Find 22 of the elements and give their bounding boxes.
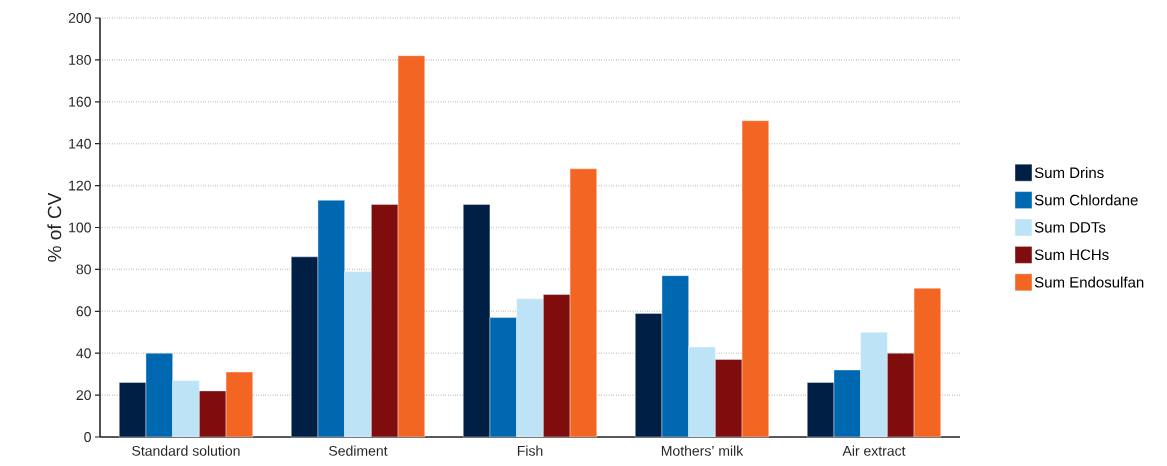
y-tick-label: 0 <box>84 432 91 442</box>
y-tick-label: 180 <box>69 54 91 65</box>
y-tick-label: 20 <box>76 390 91 401</box>
y-tick-label: 160 <box>69 96 91 107</box>
legend-label: Sum HCHs <box>1034 249 1109 261</box>
y-tick-label: 40 <box>76 348 91 359</box>
y-tick-label: 80 <box>76 264 91 275</box>
x-tick-label: Mothers’ milk <box>661 445 744 456</box>
x-tick-label: Standard solution <box>132 445 240 456</box>
y-tick-label: 200 <box>68 13 91 23</box>
legend-label: Sum Endosulfan <box>1034 276 1144 288</box>
legend-label: Sum DDTs <box>1034 222 1106 233</box>
y-tick-label: 120 <box>69 180 91 191</box>
x-tick-label: Fish <box>517 445 543 456</box>
legend-label: Sum Drins <box>1034 167 1104 179</box>
y-tick-label: 100 <box>69 222 91 233</box>
y-tick-label: 60 <box>76 306 91 317</box>
y-axis-title: % of CV <box>47 192 62 262</box>
x-tick-label: Sediment <box>329 445 388 456</box>
legend-label: Sum Chlordane <box>1034 194 1138 206</box>
x-tick-label: Air extract <box>842 445 906 456</box>
y-tick-label: 140 <box>69 138 91 149</box>
